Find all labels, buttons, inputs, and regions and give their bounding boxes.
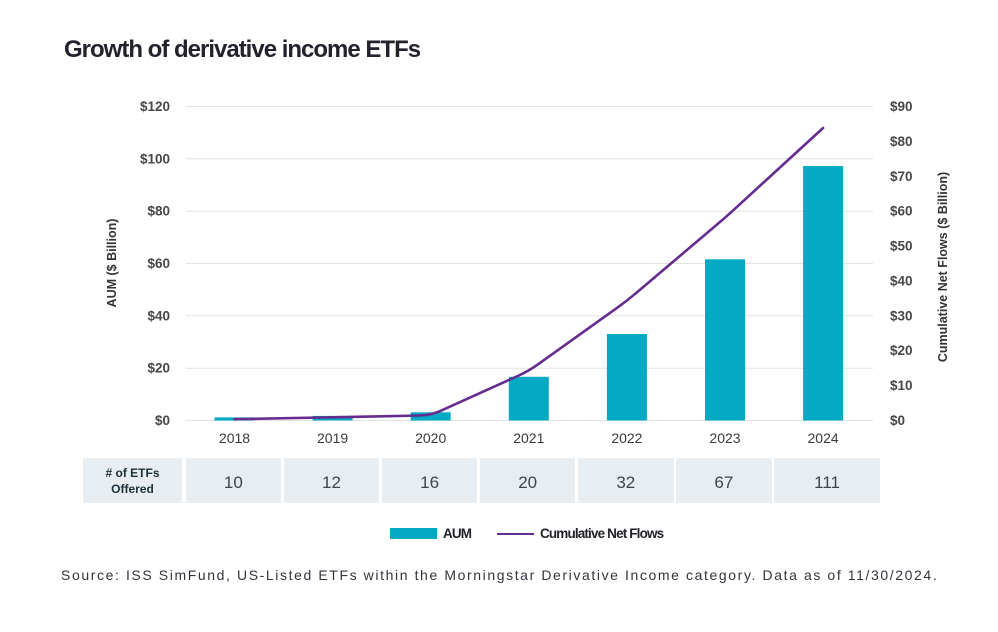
svg-text:2020: 2020 <box>415 430 446 446</box>
svg-text:2022: 2022 <box>611 430 642 446</box>
svg-text:2021: 2021 <box>513 430 544 446</box>
svg-text:$40: $40 <box>890 273 913 288</box>
svg-text:$120: $120 <box>140 99 170 114</box>
svg-text:2019: 2019 <box>317 430 348 446</box>
svg-text:$100: $100 <box>140 151 170 166</box>
svg-text:$80: $80 <box>890 134 913 149</box>
svg-text:$60: $60 <box>147 256 170 271</box>
svg-text:$40: $40 <box>147 308 170 323</box>
svg-text:$20: $20 <box>147 361 170 376</box>
svg-text:$0: $0 <box>155 413 170 428</box>
svg-text:$60: $60 <box>890 204 913 219</box>
svg-text:$50: $50 <box>890 239 913 254</box>
svg-text:2024: 2024 <box>808 430 839 446</box>
svg-text:$70: $70 <box>890 169 913 184</box>
svg-text:AUM ($ Billion): AUM ($ Billion) <box>105 219 119 308</box>
svg-text:$0: $0 <box>890 413 905 428</box>
svg-text:$80: $80 <box>147 204 170 219</box>
svg-text:$30: $30 <box>890 308 913 323</box>
svg-text:$90: $90 <box>890 99 913 114</box>
svg-text:$10: $10 <box>890 378 913 393</box>
svg-text:2023: 2023 <box>709 430 740 446</box>
svg-text:$20: $20 <box>890 343 913 358</box>
svg-text:Cumulative Net Flows ($ Billio: Cumulative Net Flows ($ Billion) <box>936 172 950 362</box>
svg-text:2018: 2018 <box>219 430 250 446</box>
